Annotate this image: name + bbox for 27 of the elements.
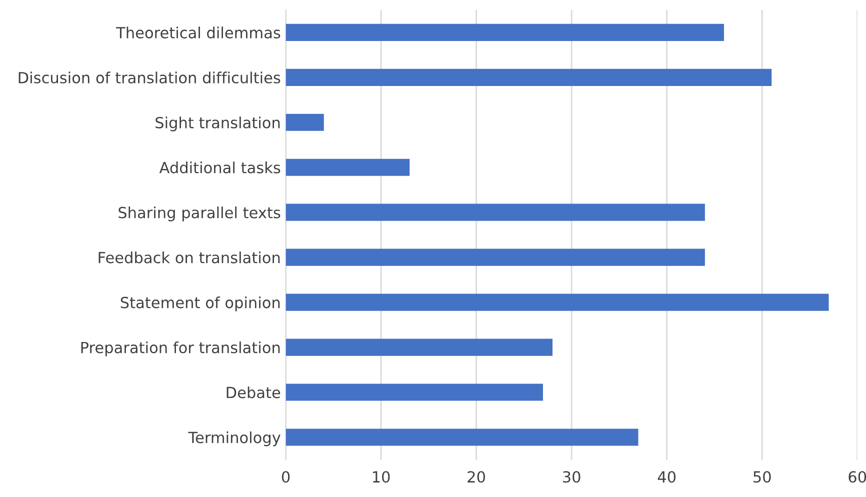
bar <box>286 68 772 86</box>
y-tick-label: Sharing parallel texts <box>118 206 280 222</box>
bar <box>286 204 705 221</box>
bar <box>286 338 553 356</box>
y-tick-label: Debate <box>226 386 280 398</box>
x-tick-label: 20 <box>468 471 486 483</box>
y-tick-label: Statement of opinion <box>120 296 280 312</box>
bar <box>286 428 638 446</box>
x-tick-label: 0 <box>282 471 290 483</box>
y-tick-label: Theoretical dilemmas <box>116 26 280 38</box>
y-tick-label: Additional tasks <box>159 162 280 174</box>
x-tick-label: 40 <box>658 471 676 483</box>
y-tick-label: Feedback on translation <box>98 252 280 264</box>
y-tick-label: Terminology <box>188 431 280 446</box>
x-tick-label: 50 <box>754 471 771 483</box>
y-tick-label: Preparation for translation <box>81 341 280 356</box>
bar <box>286 114 324 131</box>
y-tick-label: Discusion of translation difficulties <box>18 72 280 84</box>
bar <box>286 24 724 41</box>
bar <box>286 248 705 266</box>
bar <box>286 158 410 176</box>
bar <box>286 384 543 401</box>
bar <box>286 294 829 311</box>
x-tick-label: 10 <box>373 471 390 483</box>
y-tick-label: Sight translation <box>156 116 280 132</box>
x-tick-label: 30 <box>563 471 580 483</box>
x-tick-label: 60 <box>848 471 866 483</box>
